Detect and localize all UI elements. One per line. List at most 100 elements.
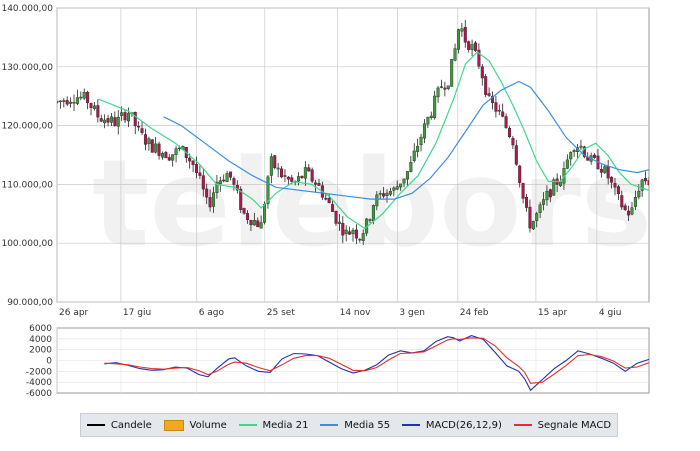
candle-up [358, 238, 362, 241]
candle-down [89, 103, 93, 108]
candle-up [603, 166, 607, 173]
legend-swatch [320, 424, 339, 426]
candle-down [487, 93, 491, 96]
candle-down [463, 26, 467, 43]
media-21-line [98, 51, 649, 230]
candle-down [382, 193, 386, 197]
legend-swatch [163, 419, 184, 431]
candle-up [154, 143, 158, 153]
candle-up [120, 112, 124, 116]
macd-y-tick-label: -4000 [26, 378, 52, 388]
candle-up [351, 229, 355, 235]
candle-up [399, 183, 403, 188]
y-tick-label: 120.000,00 [1, 122, 53, 132]
macd-y-tick-label: 0 [46, 357, 52, 367]
candle-down [473, 42, 477, 51]
candle-down [286, 176, 290, 180]
candle-up [569, 152, 573, 160]
candle-up [405, 171, 409, 180]
candle-down [106, 118, 110, 123]
candle-down [623, 205, 627, 210]
candle-up [456, 29, 460, 50]
candle-down [593, 154, 597, 158]
candle-up [297, 176, 301, 182]
macd-grid [56, 328, 649, 393]
legend-label: Media 21 [262, 419, 309, 431]
candle-up [633, 197, 637, 207]
candle-up [426, 117, 430, 125]
candle-up [535, 213, 539, 221]
candle-down [501, 111, 505, 117]
legend-swatch [401, 424, 420, 426]
y-tick-label: 90.000,00 [7, 298, 53, 308]
candle-down [525, 197, 529, 208]
x-tick-label: 15 apr [538, 308, 568, 318]
candle-down [616, 186, 620, 195]
candle-up [460, 28, 464, 32]
candle-down [494, 102, 498, 112]
candle-up [57, 101, 59, 103]
legend-label: Volume [189, 419, 227, 431]
candle-up [392, 187, 396, 191]
candle-down [307, 167, 311, 172]
candle-down [548, 189, 552, 198]
x-tick-label: 4 giu [599, 308, 622, 318]
candle-down [334, 211, 338, 224]
candle-down [477, 49, 481, 67]
candle-down [188, 157, 192, 162]
candle-up [375, 194, 379, 207]
candle-down [167, 157, 171, 161]
candle-down [280, 168, 284, 178]
candle-up [337, 221, 341, 224]
legend-item: Volume [163, 419, 227, 431]
candle-up [453, 48, 457, 61]
legend-label: Media 55 [344, 419, 391, 431]
macd-y-tick-label: -2000 [26, 367, 52, 377]
candle-down [65, 100, 69, 105]
candle-down [514, 145, 518, 165]
macd-y-tick-label: 2000 [29, 346, 52, 356]
candle-up [439, 86, 443, 88]
candle-down [443, 87, 447, 90]
candle-up [116, 116, 120, 127]
candle-up [303, 167, 307, 179]
candle-down [317, 183, 321, 186]
candle-up [109, 116, 113, 123]
main-y-axis: 90.000,00 100.000,00 110.000,00 120.000,00 1… [1, 4, 53, 308]
legend-item: MACD(26,12,9) [401, 420, 502, 431]
candle-down [242, 208, 246, 214]
candle-up [252, 220, 256, 226]
candle-down [205, 188, 209, 198]
candle-up [368, 219, 372, 221]
candle-down [62, 100, 66, 102]
candle-down [208, 197, 212, 208]
x-tick-label: 25 set [267, 308, 296, 318]
candle-up [637, 190, 641, 198]
candle-down [290, 177, 294, 182]
candle-down [222, 179, 226, 182]
candle-down [123, 112, 127, 121]
candle-down [606, 166, 610, 179]
candle-down [246, 213, 250, 220]
candle-down [283, 175, 287, 177]
main-x-axis: 26 apr 17 giu 6 ago 25 set 14 nov 3 gen 24 feb… [59, 308, 621, 318]
candle-down [140, 128, 144, 133]
candle-up [82, 92, 86, 99]
candle-up [433, 95, 437, 118]
candle-down [314, 182, 318, 185]
candle-up [385, 192, 389, 196]
candle-down [610, 176, 614, 183]
candle-up [160, 153, 164, 158]
candle-down [96, 105, 100, 118]
candle-up [174, 148, 178, 155]
candle-up [542, 199, 546, 205]
candle-down [490, 95, 494, 103]
macd-line [104, 335, 649, 392]
candle-down [511, 137, 515, 146]
candle-up [412, 150, 416, 161]
candle-down [467, 41, 471, 50]
y-tick-label: 110.000,00 [1, 180, 53, 190]
candle-down [327, 198, 331, 203]
candle-up [72, 102, 76, 104]
candle-down [613, 182, 617, 188]
